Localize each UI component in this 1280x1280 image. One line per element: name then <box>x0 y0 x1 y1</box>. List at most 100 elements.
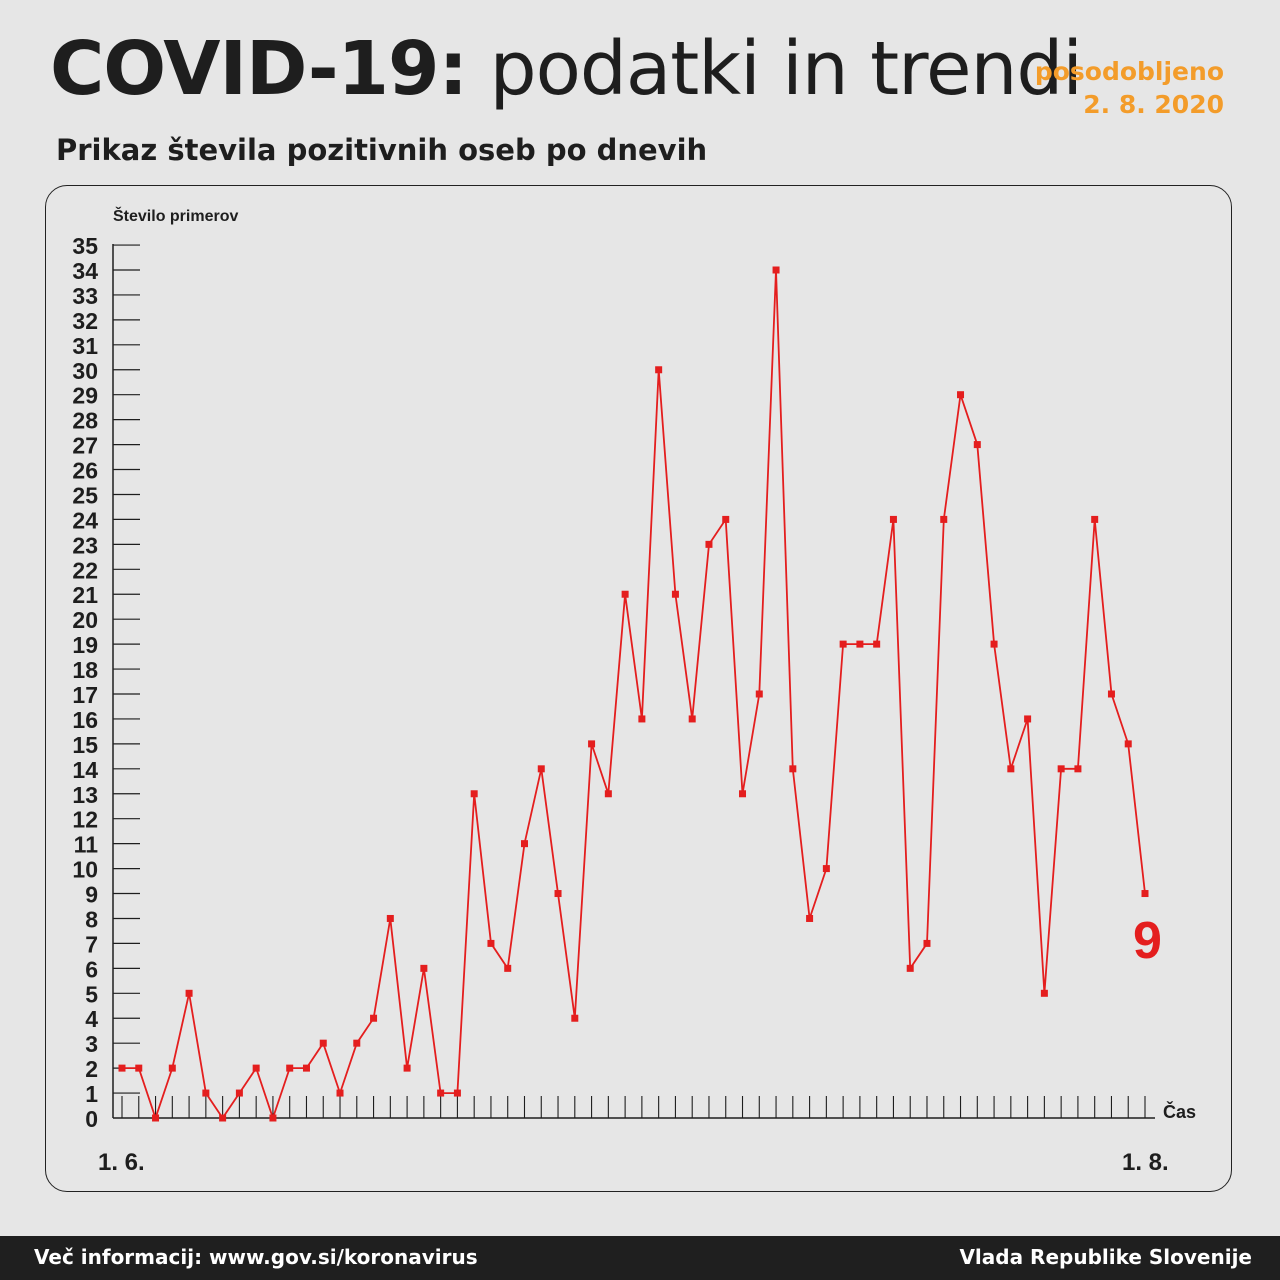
series-line <box>122 269 1146 1121</box>
y-tick-label: 7 <box>85 931 98 957</box>
data-point <box>1091 515 1099 523</box>
y-tick-label: 6 <box>85 956 98 982</box>
data-point <box>470 790 478 798</box>
data-point <box>1074 765 1082 773</box>
data-point <box>118 1064 126 1072</box>
title-bold: COVID-19: <box>50 26 468 112</box>
y-tick-label: 5 <box>85 981 98 1007</box>
data-point <box>386 914 394 922</box>
y-tick-label: 9 <box>85 882 98 908</box>
y-tick-label: 17 <box>72 682 98 708</box>
data-point <box>1007 765 1015 773</box>
chart-panel <box>45 185 1232 1192</box>
data-point <box>185 989 193 997</box>
footer: Več informacij: www.gov.si/koronavirus V… <box>0 1236 1280 1280</box>
y-tick-label: 12 <box>72 807 98 833</box>
y-tick-label: 1 <box>85 1081 98 1107</box>
data-point <box>940 515 948 523</box>
series <box>118 266 1149 1122</box>
y-tick-label: 34 <box>72 258 98 284</box>
data-point <box>990 640 998 648</box>
y-tick-label: 27 <box>72 433 98 459</box>
data-point <box>1141 890 1149 898</box>
data-point <box>520 840 528 848</box>
data-point <box>889 515 897 523</box>
y-tick-label: 14 <box>72 757 98 783</box>
title-light: podatki in trendi <box>489 26 1083 112</box>
y-tick-label: 15 <box>72 732 98 758</box>
y-tick-label: 21 <box>72 582 98 608</box>
y-tick-label: 28 <box>72 408 98 434</box>
data-point <box>1024 715 1032 723</box>
data-point <box>571 1014 579 1022</box>
data-point <box>135 1064 143 1072</box>
data-point <box>772 266 780 274</box>
y-ticks: 0123456789101112131415161718192021222324… <box>72 233 140 1132</box>
data-point <box>453 1089 461 1097</box>
x-start-label: 1. 6. <box>98 1149 145 1176</box>
data-point <box>722 515 730 523</box>
y-tick-label: 11 <box>74 832 99 858</box>
data-point <box>152 1114 160 1122</box>
data-point <box>688 715 696 723</box>
y-tick-label: 25 <box>72 482 98 508</box>
y-tick-label: 0 <box>85 1106 98 1132</box>
data-point <box>370 1014 378 1022</box>
y-tick-label: 33 <box>72 283 98 309</box>
y-tick-label: 32 <box>72 308 98 334</box>
y-tick-label: 3 <box>85 1031 98 1057</box>
x-ticks <box>121 1096 1146 1118</box>
data-point <box>168 1064 176 1072</box>
data-point <box>856 640 864 648</box>
data-point <box>353 1039 361 1047</box>
data-point <box>504 964 512 972</box>
data-point <box>319 1039 327 1047</box>
x-end-label: 1. 8. <box>1122 1149 1169 1176</box>
y-tick-label: 26 <box>72 458 98 484</box>
y-tick-label: 16 <box>72 707 98 733</box>
last-value-label: 9 <box>1133 912 1162 970</box>
y-tick-label: 35 <box>72 233 98 259</box>
data-point <box>286 1064 294 1072</box>
data-point <box>403 1064 411 1072</box>
y-tick-label: 19 <box>72 632 98 658</box>
more-info-link[interactable]: Več informacij: www.gov.si/koronavirus <box>34 1245 478 1269</box>
update-info: posodobljeno 2. 8. 2020 <box>964 56 1224 121</box>
y-tick-label: 23 <box>72 532 98 558</box>
data-point <box>705 540 713 548</box>
data-point <box>755 690 763 698</box>
data-point <box>269 1114 277 1122</box>
data-point <box>420 964 428 972</box>
y-tick-label: 2 <box>85 1056 98 1082</box>
data-point <box>235 1089 243 1097</box>
data-point <box>739 790 747 798</box>
data-point <box>252 1064 260 1072</box>
y-tick-label: 8 <box>85 906 98 932</box>
data-point <box>437 1089 445 1097</box>
axes <box>112 244 1155 1119</box>
data-point <box>202 1089 210 1097</box>
updated-label: posodobljeno <box>1034 57 1224 86</box>
data-point <box>554 890 562 898</box>
data-point <box>621 590 629 598</box>
data-point <box>336 1089 344 1097</box>
data-point <box>1107 690 1115 698</box>
data-point <box>487 939 495 947</box>
y-tick-label: 30 <box>72 358 98 384</box>
data-point <box>789 765 797 773</box>
y-tick-label: 22 <box>72 557 98 583</box>
y-tick-label: 10 <box>72 857 98 883</box>
data-point <box>873 640 881 648</box>
y-tick-label: 4 <box>85 1006 98 1032</box>
data-point <box>806 914 814 922</box>
data-point <box>1057 765 1065 773</box>
data-point <box>1124 740 1132 748</box>
government-name: Vlada Republike Slovenije <box>959 1245 1252 1269</box>
data-point <box>906 964 914 972</box>
y-tick-label: 20 <box>72 607 98 633</box>
data-point <box>957 391 965 399</box>
data-point <box>671 590 679 598</box>
y-tick-label: 13 <box>72 782 98 808</box>
page-title: COVID-19: podatki in trendi <box>50 32 1083 106</box>
